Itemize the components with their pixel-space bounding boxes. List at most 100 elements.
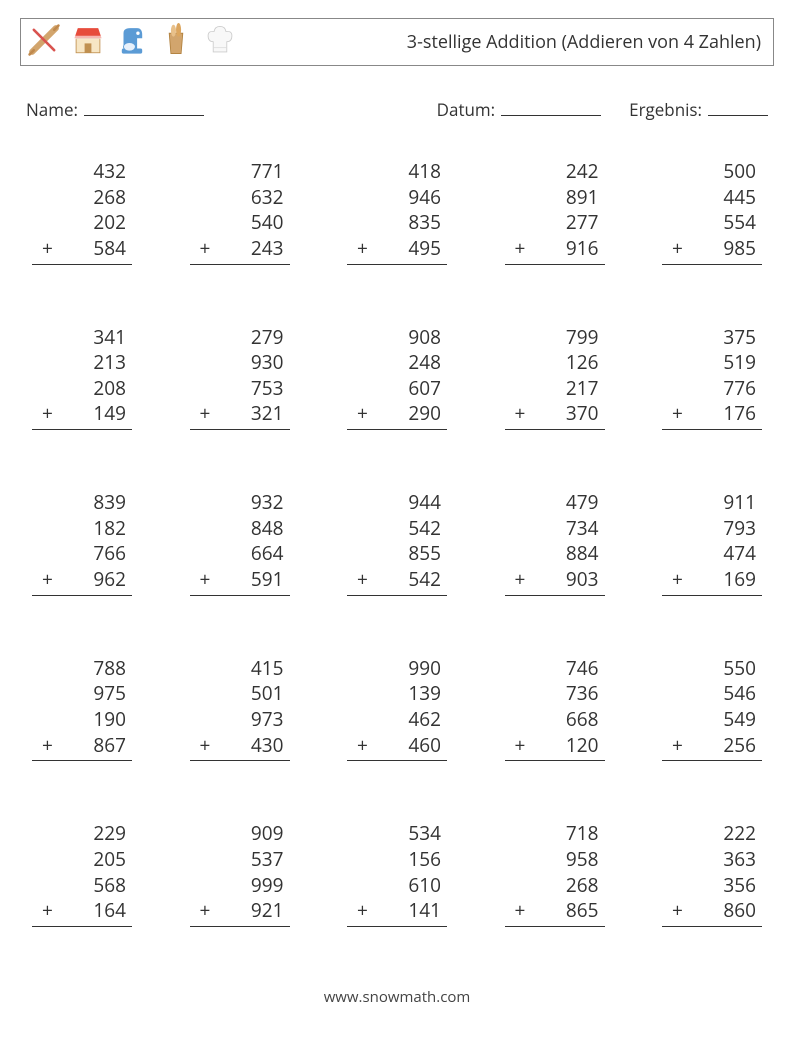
addition-problem: 375519776+176 <box>662 325 762 431</box>
problem-line: 546 <box>662 681 762 707</box>
addition-problem: 799126217+370 <box>505 325 605 431</box>
problem-line: 946 <box>347 185 447 211</box>
problem-line: 944 <box>347 490 447 516</box>
addition-problem: 500445554+985 <box>662 159 762 265</box>
problem-line: 632 <box>190 185 290 211</box>
result-field: Ergebnis: <box>629 98 768 121</box>
addition-problem: 839182766+962 <box>32 490 132 596</box>
problem-line: +916 <box>505 236 605 265</box>
addition-problem: 932848664+591 <box>190 490 290 596</box>
problem-line: 190 <box>32 707 132 733</box>
problem-line: 205 <box>32 847 132 873</box>
problem-line: +584 <box>32 236 132 265</box>
addition-problem: 771632540+243 <box>190 159 290 265</box>
problem-line: +962 <box>32 567 132 596</box>
problem-line: 534 <box>347 821 447 847</box>
addition-problem: 911793474+169 <box>662 490 762 596</box>
addition-problem: 418946835+495 <box>347 159 447 265</box>
problem-line: 568 <box>32 873 132 899</box>
problem-line: 415 <box>190 656 290 682</box>
problem-line: 217 <box>505 376 605 402</box>
problem-line: 607 <box>347 376 447 402</box>
problem-line: 462 <box>347 707 447 733</box>
problem-line: 222 <box>662 821 762 847</box>
icon-row <box>27 23 237 62</box>
problem-line: 909 <box>190 821 290 847</box>
info-row: Name: Datum: Ergebnis: <box>20 98 774 121</box>
problem-line: +120 <box>505 733 605 762</box>
addition-problem: 432268202+584 <box>32 159 132 265</box>
problem-line: +321 <box>190 401 290 430</box>
shop-icon <box>71 23 105 62</box>
problem-line: 990 <box>347 656 447 682</box>
problem-line: +460 <box>347 733 447 762</box>
problem-line: 911 <box>662 490 762 516</box>
problem-line: 835 <box>347 210 447 236</box>
header-box: 3-stellige Addition (Addieren von 4 Zahl… <box>20 18 774 66</box>
problem-line: +921 <box>190 898 290 927</box>
problem-line: 668 <box>505 707 605 733</box>
problem-line: +591 <box>190 567 290 596</box>
problem-line: 884 <box>505 541 605 567</box>
problem-line: 537 <box>190 847 290 873</box>
addition-problem: 908248607+290 <box>347 325 447 431</box>
addition-problem: 909537999+921 <box>190 821 290 927</box>
problem-line: 734 <box>505 516 605 542</box>
problem-line: 479 <box>505 490 605 516</box>
problem-line: 549 <box>662 707 762 733</box>
problem-line: 182 <box>32 516 132 542</box>
addition-problem: 534156610+141 <box>347 821 447 927</box>
problem-line: 500 <box>662 159 762 185</box>
problem-line: +865 <box>505 898 605 927</box>
problem-line: +867 <box>32 733 132 762</box>
problem-line: 356 <box>662 873 762 899</box>
problem-line: 932 <box>190 490 290 516</box>
problem-line: 771 <box>190 159 290 185</box>
problem-line: 445 <box>662 185 762 211</box>
worksheet-title: 3-stellige Addition (Addieren von 4 Zahl… <box>407 30 761 54</box>
problem-line: +370 <box>505 401 605 430</box>
problem-line: 229 <box>32 821 132 847</box>
problem-line: 610 <box>347 873 447 899</box>
problem-row: 229205568+164 909537999+921 534156610+141 7… <box>32 821 762 927</box>
footer-url: www.snowmath.com <box>20 987 774 1027</box>
problem-line: +542 <box>347 567 447 596</box>
problem-line: 736 <box>505 681 605 707</box>
problem-line: 855 <box>347 541 447 567</box>
problem-line: 268 <box>32 185 132 211</box>
addition-problem: 550546549+256 <box>662 656 762 762</box>
addition-problem: 990139462+460 <box>347 656 447 762</box>
problem-line: +243 <box>190 236 290 265</box>
problem-line: 139 <box>347 681 447 707</box>
problem-line: +164 <box>32 898 132 927</box>
problem-line: 848 <box>190 516 290 542</box>
problem-line: 550 <box>662 656 762 682</box>
problem-line: 788 <box>32 656 132 682</box>
problem-line: 999 <box>190 873 290 899</box>
addition-problem: 341213208+149 <box>32 325 132 431</box>
mixer-icon <box>115 23 149 62</box>
problem-line: 268 <box>505 873 605 899</box>
problem-line: 766 <box>32 541 132 567</box>
problem-line: 418 <box>347 159 447 185</box>
problem-line: 973 <box>190 707 290 733</box>
bread-bag-icon <box>159 23 193 62</box>
problem-line: 213 <box>32 350 132 376</box>
problem-line: 432 <box>32 159 132 185</box>
problem-line: 753 <box>190 376 290 402</box>
problem-line: +169 <box>662 567 762 596</box>
rolling-pin-icon <box>27 23 61 62</box>
problem-line: 277 <box>505 210 605 236</box>
problem-line: +141 <box>347 898 447 927</box>
problem-line: 202 <box>32 210 132 236</box>
problem-line: +149 <box>32 401 132 430</box>
problem-line: 363 <box>662 847 762 873</box>
addition-problem: 718958268+865 <box>505 821 605 927</box>
problem-line: 501 <box>190 681 290 707</box>
problem-line: 126 <box>505 350 605 376</box>
problem-line: +903 <box>505 567 605 596</box>
problem-line: 793 <box>662 516 762 542</box>
problems-grid: 432268202+584771632540+243418946835+4952… <box>20 159 774 927</box>
problem-line: +860 <box>662 898 762 927</box>
problem-row: 432268202+584 771632540+243 418946835+495 2… <box>32 159 762 265</box>
